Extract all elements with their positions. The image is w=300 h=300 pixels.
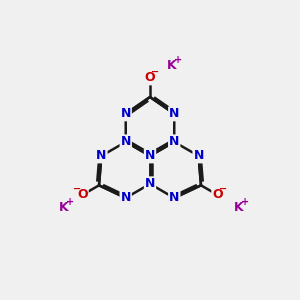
Text: N: N <box>121 135 131 148</box>
Text: −: − <box>219 183 227 194</box>
Text: N: N <box>169 135 179 148</box>
Text: N: N <box>145 177 155 190</box>
Text: +: + <box>241 197 249 207</box>
Text: N: N <box>145 149 155 162</box>
Text: N: N <box>121 107 131 120</box>
Text: N: N <box>121 191 131 205</box>
Text: +: + <box>174 55 182 65</box>
Text: K: K <box>234 201 244 214</box>
Text: K: K <box>58 201 68 214</box>
Text: −: − <box>151 66 159 76</box>
Text: O: O <box>77 188 88 201</box>
Text: N: N <box>169 191 179 205</box>
Text: −: − <box>73 183 81 194</box>
Text: K: K <box>167 59 176 72</box>
Text: O: O <box>212 188 223 201</box>
Text: N: N <box>194 149 204 162</box>
Text: N: N <box>96 149 106 162</box>
Text: N: N <box>169 107 179 120</box>
Text: +: + <box>66 197 74 207</box>
Text: O: O <box>145 71 155 84</box>
